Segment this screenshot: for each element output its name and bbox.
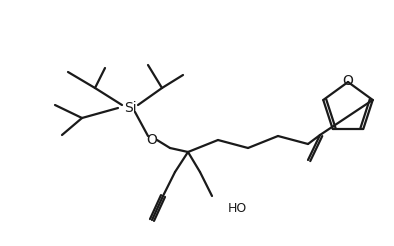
Text: O: O	[147, 133, 158, 147]
Text: Si: Si	[124, 101, 136, 115]
Text: O: O	[342, 74, 353, 88]
Text: HO: HO	[228, 201, 247, 215]
